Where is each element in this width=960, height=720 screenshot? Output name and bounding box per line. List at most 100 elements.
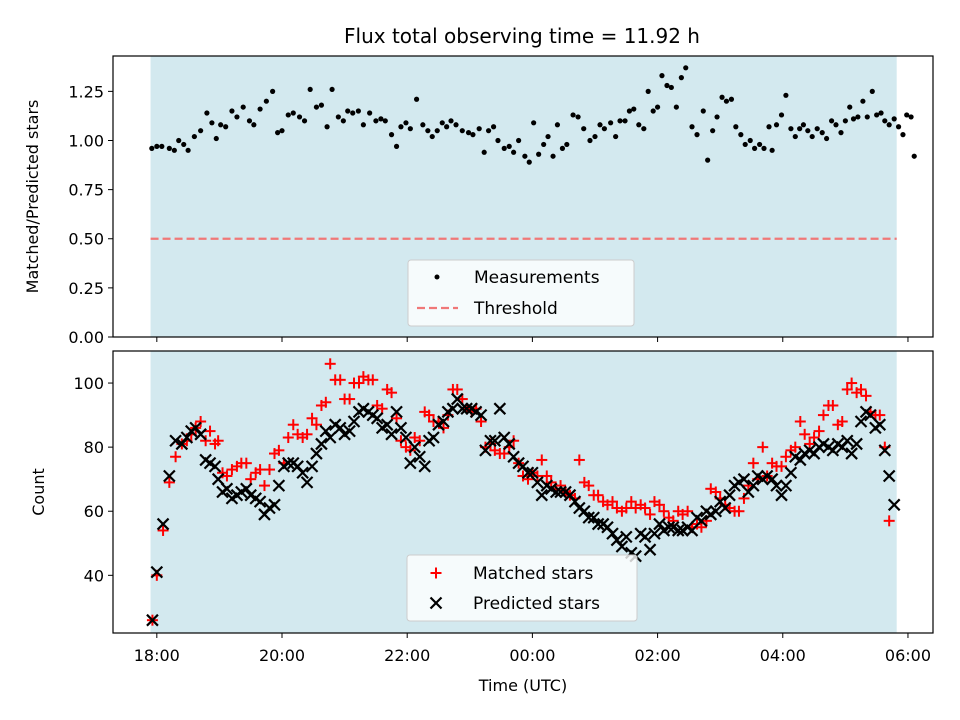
measurement-point — [459, 128, 465, 134]
measurement-point — [908, 114, 914, 120]
measurement-point — [886, 122, 892, 128]
predicted-star-point — [882, 469, 896, 483]
measurement-point — [218, 122, 224, 128]
predicted-star-point — [305, 460, 319, 473]
predicted-star-point — [502, 437, 516, 451]
chart-title: Flux total observing time = 11.92 h — [344, 24, 700, 48]
matched-star-point — [245, 473, 257, 485]
measurement-point — [847, 104, 853, 110]
matched-star-point — [607, 496, 619, 508]
predicted-star-point — [578, 504, 591, 518]
predicted-star-point — [709, 504, 723, 518]
measurement-point — [882, 118, 888, 124]
predicted-star-point — [845, 447, 858, 460]
matched-star-point — [395, 435, 407, 447]
predicted-star-point — [554, 485, 567, 499]
measurement-point — [766, 124, 772, 130]
measurement-point — [407, 126, 413, 132]
x-tick-label: 04:00 — [760, 646, 806, 665]
measurement-point — [613, 133, 619, 140]
y-tick-label: 1.00 — [68, 131, 104, 150]
measurement-point — [166, 145, 172, 151]
measurement-point — [714, 114, 720, 120]
measurement-point — [773, 122, 780, 128]
measurement-point — [522, 153, 528, 159]
predicted-star-point — [737, 472, 751, 486]
matched-star-point — [682, 505, 694, 517]
measurement-point — [797, 126, 803, 132]
x-tick-label: 06:00 — [885, 646, 931, 665]
top-plot-frame — [112, 55, 934, 338]
bottom-panel: 40 60 80 100 18:00 20:00 22:00 00:00 02:00 04:00… — [29, 350, 934, 695]
y-tick-label: 1.25 — [68, 82, 104, 101]
legend-measurements-label: Measurements — [474, 268, 600, 288]
bottom-legend-box — [406, 554, 638, 622]
measurement-point — [805, 128, 811, 134]
matched-star-point — [170, 451, 182, 463]
predicted-star-point — [180, 431, 194, 444]
measurement-point — [382, 118, 388, 124]
measurement-point — [723, 98, 730, 104]
measurement-point — [171, 147, 177, 153]
matched-star-point — [780, 451, 792, 463]
predicted-star-point — [526, 466, 539, 480]
measurement-point — [526, 159, 532, 165]
predicted-star-point — [150, 565, 164, 579]
x-tick-label: 02:00 — [635, 646, 681, 665]
matched-star-point — [874, 409, 886, 421]
predicted-star-point — [385, 428, 398, 441]
measurement-point — [429, 133, 435, 140]
predicted-star-point — [493, 402, 507, 415]
matched-star-point — [423, 409, 435, 421]
x-tick-label: 22:00 — [384, 646, 430, 665]
measurement-point — [654, 104, 661, 110]
measurement-point — [181, 141, 187, 148]
measurement-point — [878, 110, 884, 116]
measurement-point — [398, 124, 404, 130]
measurement-point — [769, 147, 775, 153]
top-legend-box — [407, 259, 635, 327]
predicted-star-point — [568, 495, 582, 508]
measurement-point — [350, 110, 356, 116]
measurement-point — [742, 141, 748, 148]
measurement-point — [597, 122, 603, 128]
measurement-point — [285, 112, 291, 118]
measurement-point — [581, 126, 587, 132]
measurement-point — [541, 141, 547, 148]
measurement-point — [296, 114, 303, 120]
legend-predicted-label: Predicted stars — [473, 594, 600, 614]
measurement-point — [275, 130, 281, 136]
measurement-point — [592, 133, 598, 140]
predicted-star-point — [474, 408, 488, 422]
matched-star-point — [846, 377, 858, 389]
measurement-point — [313, 104, 320, 110]
measurement-point — [864, 114, 870, 120]
matched-star-point — [536, 454, 548, 466]
measurement-point — [481, 149, 487, 155]
measurement-point — [700, 108, 706, 114]
measurement-point — [891, 116, 897, 122]
measurement-point — [434, 128, 440, 134]
predicted-star-point — [390, 405, 403, 419]
predicted-star-point — [427, 431, 440, 444]
y-tick-label: 0.25 — [68, 279, 104, 298]
measurement-point — [213, 135, 219, 142]
predicted-star-point — [408, 440, 421, 454]
matched-star-point — [320, 396, 332, 408]
matched-star-point — [306, 412, 318, 424]
predicted-star-point — [770, 479, 783, 492]
bottom-y-axis-label: Count — [29, 468, 48, 516]
predicted-star-point — [272, 479, 286, 492]
predicted-star-point — [591, 517, 605, 531]
predicted-star-point — [323, 431, 337, 444]
matched-star-point — [860, 390, 872, 402]
predicted-star-point — [399, 431, 413, 444]
predicted-star-point — [873, 418, 887, 431]
measurement-point — [838, 130, 844, 136]
measurement-point — [788, 126, 794, 132]
predicted-star-point — [404, 456, 417, 470]
predicted-star-point — [319, 424, 333, 438]
measurement-point — [470, 132, 476, 138]
measurement-point — [617, 118, 623, 124]
measurement-point — [710, 128, 716, 134]
